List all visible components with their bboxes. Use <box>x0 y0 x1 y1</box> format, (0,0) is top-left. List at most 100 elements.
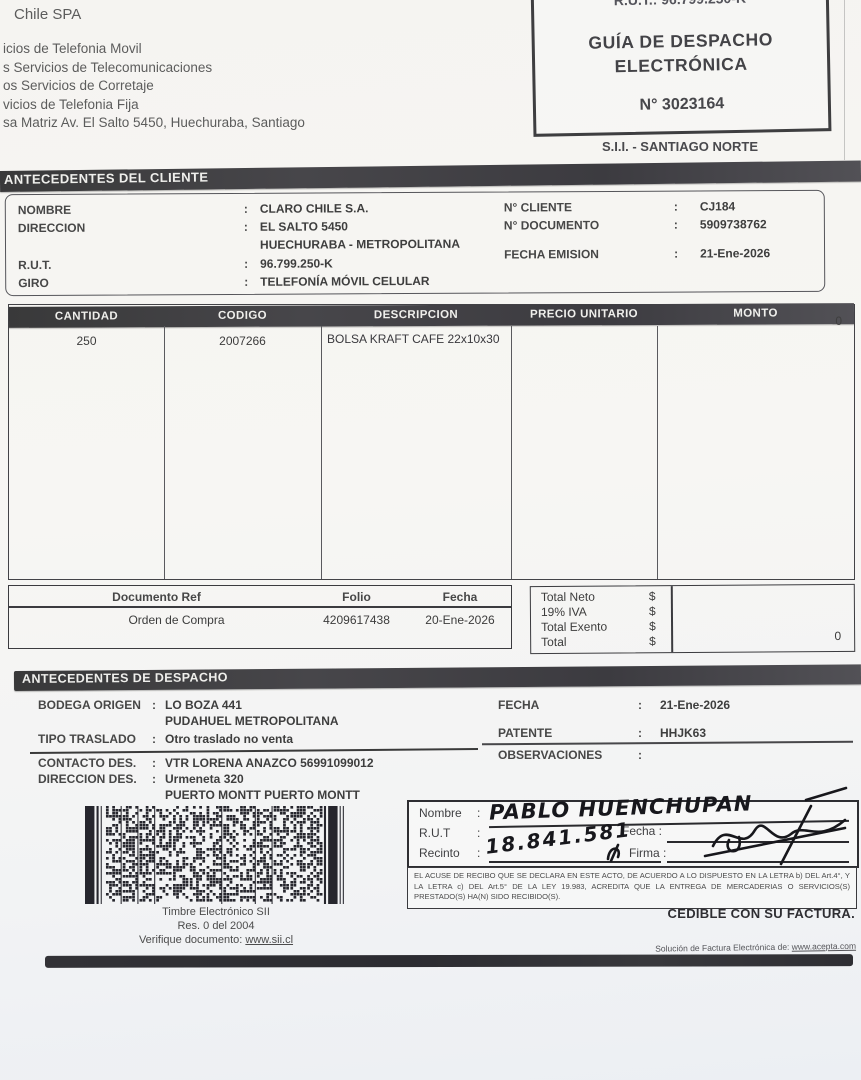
sii-stamp-barcode <box>85 806 344 904</box>
total-label: Total <box>541 634 567 650</box>
verify-text: Verifique documento: <box>138 934 246 946</box>
handwritten-signature <box>703 804 847 866</box>
column-divider <box>164 326 165 579</box>
receipt-signature-box: Nombre : R.U.T : Recinto : Fecha : Firma… <box>407 791 859 868</box>
item-codigo: 2007266 <box>219 334 266 348</box>
issuer-services-block: icios de Telefonia Movil s Servicios de … <box>3 40 305 133</box>
legal-text-box: EL ACUSE DE RECIBO QUE SE DECLARA EN EST… <box>407 867 857 909</box>
client-number-label: N° CLIENTE <box>503 200 572 215</box>
dispatch-info: BODEGA ORIGEN : LO BOZA 441 PUDAHUEL MET… <box>0 690 861 805</box>
colon: : <box>673 199 678 214</box>
totals-divider <box>670 586 673 653</box>
header-codigo: CODIGO <box>217 309 268 322</box>
item-cantidad: 250 <box>76 334 97 348</box>
document-title-line2: ELECTRÓNICA <box>614 53 748 77</box>
iva-label: 19% IVA <box>540 604 587 620</box>
currency-sign: $ <box>649 619 656 634</box>
total-value: 0 <box>834 628 842 644</box>
total-neto-label: Total Neto <box>540 589 595 605</box>
nombre-label: Nombre <box>419 806 462 820</box>
divider-line <box>29 748 479 754</box>
document-number: N° 3023164 <box>639 95 725 114</box>
colon: : <box>477 846 481 860</box>
provider-text: Solución de Factura Electrónica de: <box>655 941 792 954</box>
pen-mark <box>606 843 621 863</box>
dispatch-section-title: ANTECEDENTES DE DESPACHO <box>21 670 228 686</box>
direccion-des-value: Urmeneta 320 <box>165 772 244 786</box>
client-address-value2: HUECHURABA - METROPOLITANA <box>259 236 461 252</box>
firma-label: Firma : <box>629 846 667 860</box>
currency-sign: $ <box>648 604 656 619</box>
total-exento-label: Total Exento <box>541 619 608 635</box>
item-descripcion: BOLSA KRAFT CAFE 22x10x30 <box>327 332 500 346</box>
issuer-service-line: icios de Telefonia Movil <box>3 41 142 56</box>
client-giro-value: TELEFONÍA MÓVIL CELULAR <box>260 273 430 289</box>
dispatch-fecha-value: 21-Ene-2026 <box>660 698 731 712</box>
contacto-des-value: VTR LORENA ANAZCO 56991099012 <box>165 756 374 770</box>
bodega-origen-value2: PUDAHUEL METROPOLITANA <box>165 714 339 728</box>
client-number-value: CJ184 <box>699 199 736 214</box>
client-section-title: ANTECEDENTES DEL CLIENTE <box>3 169 209 187</box>
colon: : <box>673 217 678 232</box>
divider-line <box>481 740 854 745</box>
tipo-traslado-label: TIPO TRASLADO <box>38 732 136 746</box>
colon: : <box>674 246 679 261</box>
direccion-des-value2: PUERTO MONTT PUERTO MONTT <box>165 788 360 802</box>
document-number-label: N° DOCUMENTO <box>503 218 600 233</box>
colon: : <box>243 219 248 234</box>
monto-zero-value: 0 <box>835 314 842 328</box>
firma-line <box>667 861 849 863</box>
reference-table: Documento Ref Folio Fecha Orden de Compr… <box>8 585 512 649</box>
client-address-value: EL SALTO 5450 <box>259 219 348 234</box>
emission-date-value: 21-Ene-2026 <box>700 246 771 261</box>
colon: : <box>638 748 642 762</box>
contacto-des-label: CONTACTO DES. <box>38 756 137 770</box>
column-divider <box>511 326 512 579</box>
currency-sign: $ <box>649 634 656 649</box>
sii-office: S.I.I. - SANTIAGO NORTE <box>601 139 758 154</box>
stamp-caption-line2: Res. 0 del 2004 <box>177 920 255 932</box>
dispatch-section-header: ANTECEDENTES DE DESPACHO <box>13 664 861 691</box>
cedible-text: CEDIBLE CON SU FACTURA. <box>667 906 855 921</box>
legal-text: EL ACUSE DE RECIBO QUE SE DECLARA EN EST… <box>414 871 850 902</box>
colon: : <box>152 772 156 786</box>
colon: : <box>244 256 249 271</box>
colon: : <box>152 732 156 746</box>
footer-provider: Solución de Factura Electrónica de: www.… <box>540 941 856 955</box>
footer-bar <box>44 954 854 968</box>
colon: : <box>244 274 249 289</box>
client-name-value: CLARO CHILE S.A. <box>259 201 369 216</box>
header-cantidad: CANTIDAD <box>54 310 119 323</box>
pen-stroke <box>804 786 848 802</box>
issuer-service-line: os Servicios de Corretaje <box>3 78 154 93</box>
emission-date-label: FECHA EMISION <box>504 247 600 262</box>
header-precio-unitario: PRECIO UNITARIO <box>529 308 639 321</box>
issuer-rut-clipped: R.U.T.: 96.799.250-K <box>534 0 826 10</box>
stamp-caption-line3: Verifique documento: www.sii.cl <box>60 934 372 946</box>
colon: : <box>243 201 248 216</box>
rut-label: R.U.T <box>419 826 451 840</box>
issuer-service-line: vicios de Telefonia Fija <box>3 96 139 112</box>
colon: : <box>638 698 642 712</box>
document-number-value: 5909738762 <box>699 217 767 232</box>
document-title-line1: GUÍA DE DESPACHO <box>588 29 774 53</box>
bodega-origen-label: BODEGA ORIGEN <box>38 698 141 712</box>
issuer-address-line: sa Matriz Av. El Salto 5450, Huechuraba,… <box>3 115 305 130</box>
bodega-origen-value: LO BOZA 441 <box>165 698 242 712</box>
tipo-traslado-value: Otro traslado no venta <box>165 732 294 746</box>
colon: : <box>477 826 481 840</box>
ref-header-fecha: Fecha <box>442 590 478 604</box>
sii-url: www.sii.cl <box>245 934 294 946</box>
page-edge-line <box>844 0 845 160</box>
colon: : <box>152 698 156 712</box>
client-giro-label: GIRO <box>18 275 49 291</box>
fecha-label: Fecha : <box>622 824 663 838</box>
colon: : <box>638 726 642 740</box>
column-divider <box>321 326 322 579</box>
client-rut-label: R.U.T. <box>18 257 52 273</box>
ref-fecha-value: 20-Ene-2026 <box>425 613 495 627</box>
client-rut-value: 96.799.250-K <box>260 256 333 271</box>
issuer-company-name: Chile SPA <box>14 6 82 23</box>
header-underline <box>9 606 511 608</box>
